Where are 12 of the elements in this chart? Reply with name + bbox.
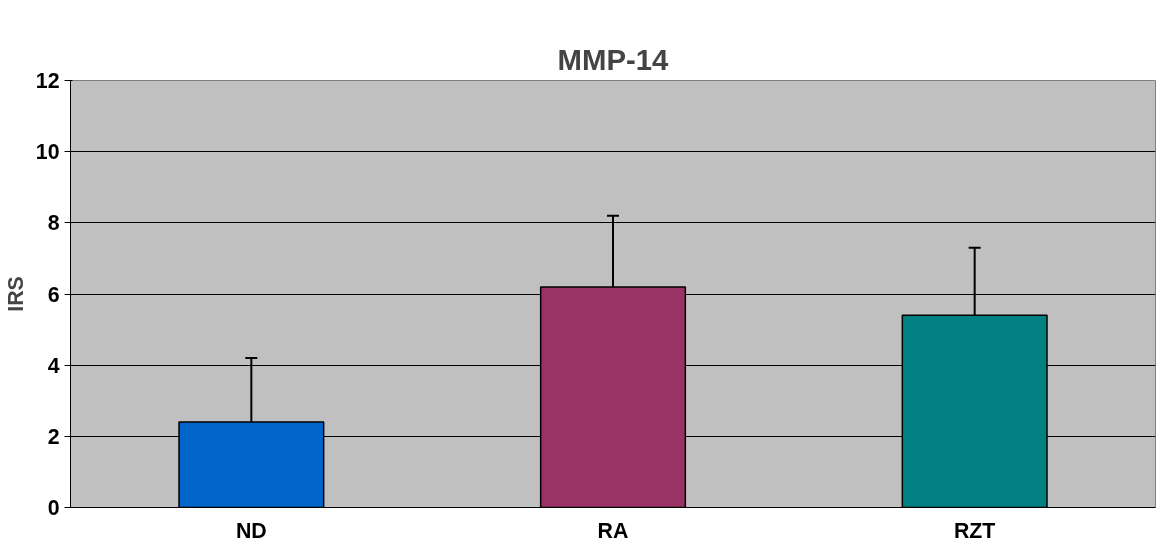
y-axis-title: IRS	[3, 276, 28, 312]
y-tick-label: 10	[35, 140, 60, 165]
y-tick-label: 2	[47, 424, 60, 449]
y-tick-label: 6	[47, 282, 60, 307]
y-tick-label: 4	[47, 353, 60, 378]
x-tick-label: ND	[235, 518, 267, 543]
y-tick-label: 0	[47, 496, 60, 520]
chart-title: MMP-14	[557, 42, 670, 76]
y-tick-label: 8	[47, 211, 60, 236]
x-tick-label: RA	[597, 518, 629, 543]
x-tick-label: RZT	[953, 518, 996, 543]
y-tick-label: 12	[35, 69, 60, 93]
